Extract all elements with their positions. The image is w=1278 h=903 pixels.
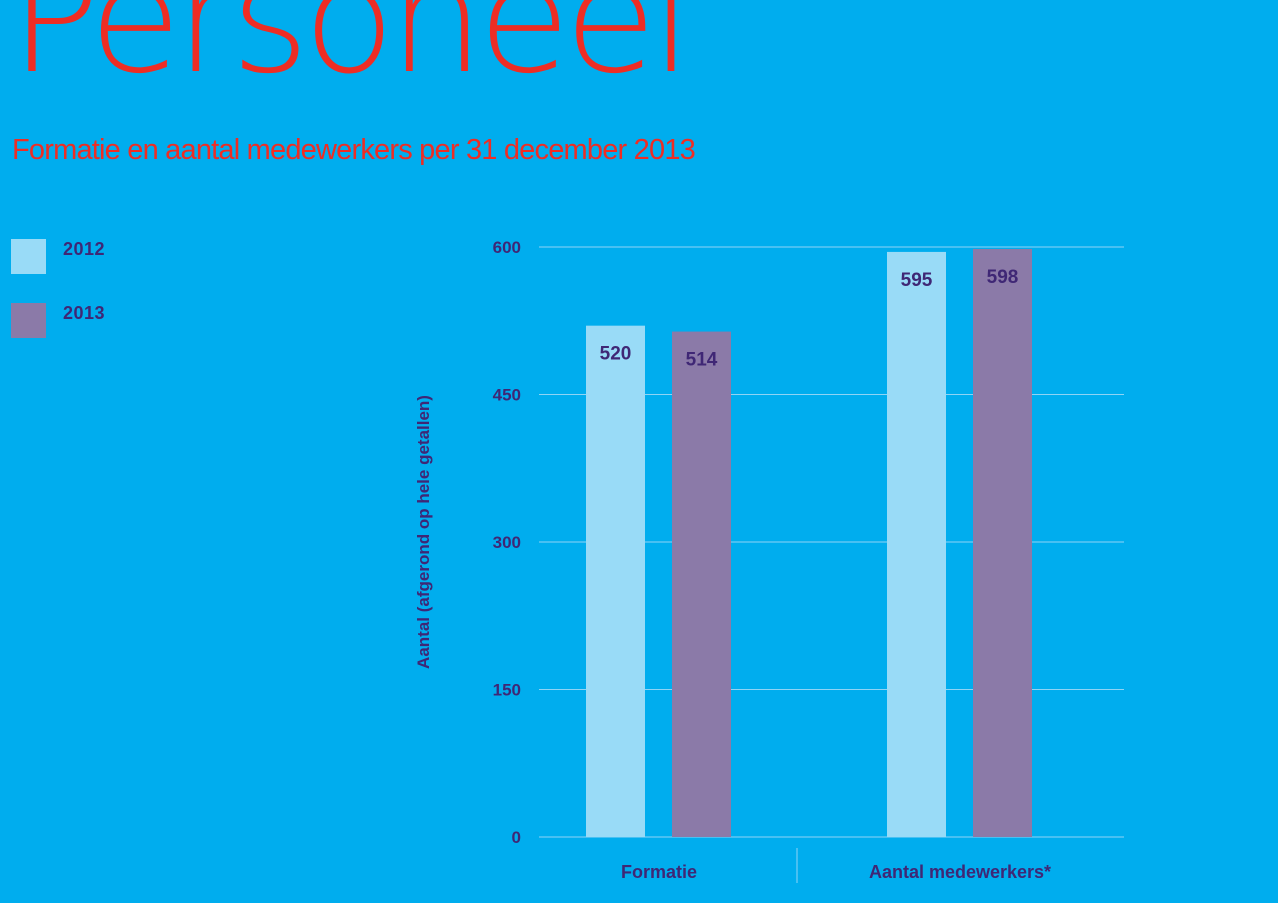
bar-2012-0 (586, 325, 645, 837)
legend-swatch-2012 (11, 239, 46, 274)
legend-label-2012: 2012 (63, 239, 106, 259)
y-tick-label-300: 300 (493, 533, 521, 552)
y-tick-label-150: 150 (493, 681, 521, 700)
y-axis-title: Aantal (afgerond op hele getallen) (414, 395, 433, 669)
y-tick-label-600: 600 (493, 238, 521, 257)
legend-swatch-2013 (11, 303, 46, 338)
x-category-label-0: Formatie (621, 862, 697, 882)
bar-2013-0 (672, 331, 731, 837)
bar-2012-1 (887, 251, 946, 837)
data-label-2012-0: 520 (600, 344, 632, 365)
y-tick-label-0: 0 (512, 828, 521, 847)
legend-label-2013: 2013 (63, 303, 106, 323)
data-label-2013-1: 598 (987, 267, 1019, 288)
bars (586, 248, 1032, 837)
page-title: Personeel (10, 0, 692, 107)
data-label-2012-1: 595 (901, 270, 933, 291)
bar-2013-1 (973, 248, 1032, 837)
y-tick-label-450: 450 (493, 386, 521, 405)
x-category-label-1: Aantal medewerkers* (869, 862, 1051, 882)
data-label-2013-0: 514 (686, 350, 718, 371)
page-subtitle: Formatie en aantal medewerkers per 31 de… (12, 134, 696, 166)
chart-labels: 0 150 300 450 600 520 595 514 598 Formatie Aantal … (414, 238, 1051, 882)
